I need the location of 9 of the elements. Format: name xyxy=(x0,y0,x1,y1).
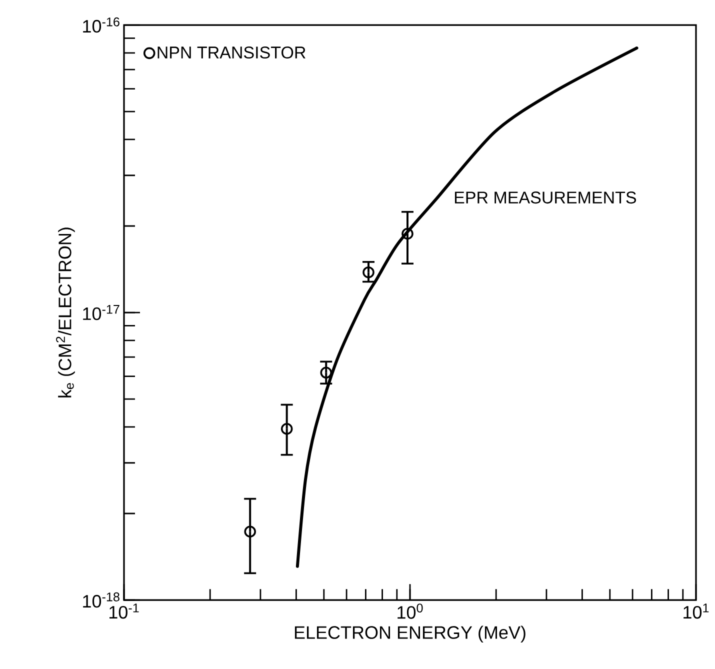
x-tick-label: 10$^{0}$ xyxy=(398,604,423,619)
annotation: EPR MEASUREMENTS xyxy=(454,192,636,204)
y-tick-label: 10$^{-16}$ xyxy=(83,17,120,33)
legend-label: NPN TRANSISTOR xyxy=(158,46,306,59)
x-tick-label: 10$^{-1}$ xyxy=(110,604,139,619)
y-axis-title: k$_{e}$ (CM$^{2}$/ELECTRON) xyxy=(56,228,75,398)
y-tick-label: 10$^{-17}$ xyxy=(83,305,120,320)
x-axis-title: ELECTRON ENERGY (MeV) xyxy=(294,626,526,642)
x-tick-label: 10$^{1}$ xyxy=(684,604,709,619)
